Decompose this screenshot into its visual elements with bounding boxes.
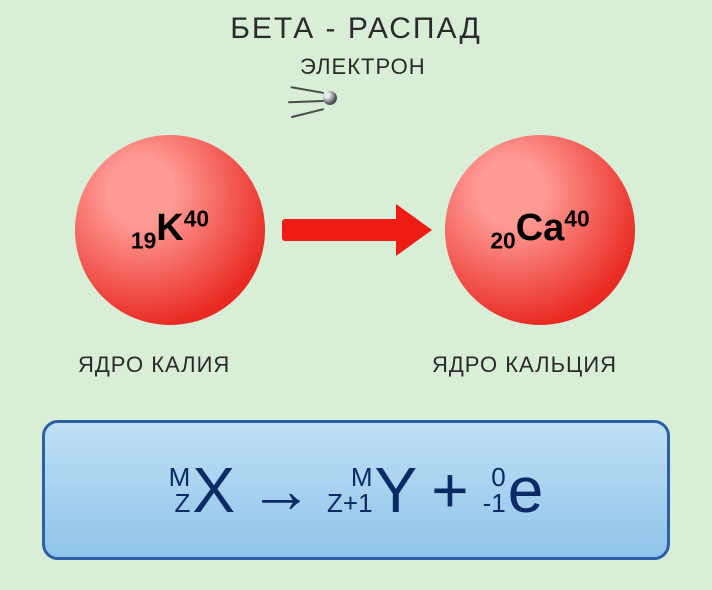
left-mass-number: 40 — [184, 205, 209, 231]
right-nucleus-label: 20Ca40 — [490, 205, 589, 254]
decay-arrow-shaft — [282, 219, 400, 241]
electron-particle — [323, 91, 337, 105]
x-symbol: X — [192, 458, 235, 522]
formula-arrow: → — [241, 458, 321, 522]
decay-arrow — [282, 204, 432, 256]
right-atomic-number: 20 — [490, 228, 515, 254]
e-superscript: 0 — [491, 464, 505, 490]
term-y: M Z+1 Y — [327, 458, 417, 522]
electron-trail — [291, 108, 324, 118]
term-e: 0 -1 e — [483, 458, 544, 522]
x-subscript: Z — [174, 490, 190, 516]
formula-box: M Z X → M Z+1 Y + 0 -1 e — [42, 420, 670, 560]
right-nucleus-caption: ЯДРО КАЛЬЦИЯ — [432, 352, 617, 378]
diagram-title: БЕТА - РАСПАД — [0, 12, 712, 46]
e-subscript: -1 — [483, 490, 506, 516]
term-x: M Z X — [169, 458, 235, 522]
e-symbol: e — [508, 458, 544, 522]
electron-trail — [288, 100, 324, 103]
left-element-symbol: K — [156, 207, 183, 249]
electron-trail — [290, 86, 324, 94]
right-element-symbol: Ca — [516, 207, 565, 249]
left-atomic-number: 19 — [131, 228, 156, 254]
right-mass-number: 40 — [564, 205, 589, 231]
x-superscript: M — [169, 464, 191, 490]
left-nucleus-label: 19K40 — [131, 205, 209, 254]
right-nucleus: 20Ca40 — [445, 135, 635, 325]
left-nucleus-caption: ЯДРО КАЛИЯ — [78, 352, 230, 378]
formula-plus: + — [423, 458, 476, 522]
y-symbol: Y — [375, 458, 418, 522]
diagram-stage: БЕТА - РАСПАД ЭЛЕКТРОН 19K40 ЯДРО КАЛИЯ … — [0, 0, 712, 590]
y-superscript: M — [351, 464, 373, 490]
y-subscript: Z+1 — [327, 490, 373, 516]
electron-label: ЭЛЕКТРОН — [300, 54, 426, 80]
decay-formula: M Z X → M Z+1 Y + 0 -1 e — [45, 458, 667, 522]
left-nucleus: 19K40 — [75, 135, 265, 325]
decay-arrow-head — [396, 204, 432, 256]
